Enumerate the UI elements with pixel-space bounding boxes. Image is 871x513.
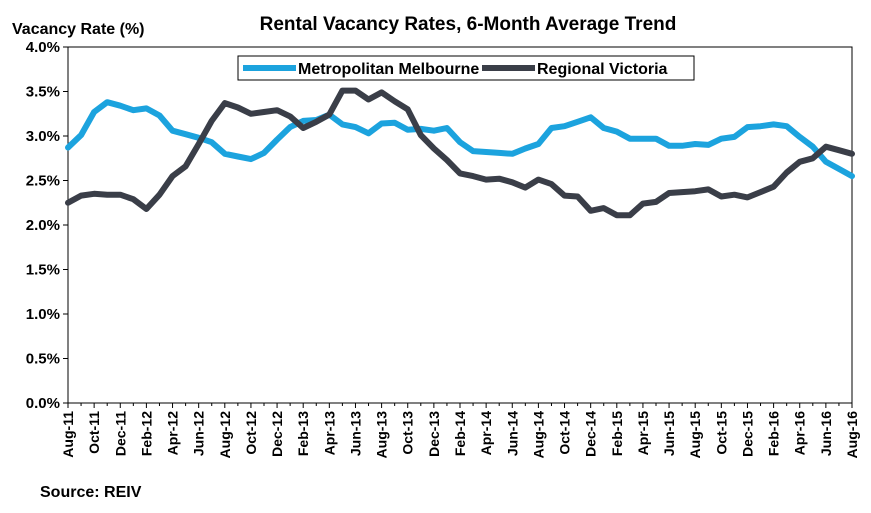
- x-tick-label: Dec-14: [583, 411, 599, 457]
- x-tick-label: Aug-11: [60, 411, 76, 458]
- x-tick-label: Oct-13: [400, 411, 416, 455]
- y-tick-label: 3.0%: [26, 128, 60, 145]
- y-tick-label: 1.0%: [26, 306, 60, 323]
- x-tick-label: Aug-12: [217, 411, 233, 459]
- x-tick-label: Apr-14: [478, 411, 494, 456]
- x-tick-label: Apr-12: [165, 411, 181, 456]
- chart-title: Rental Vacancy Rates, 6-Month Average Tr…: [260, 14, 677, 35]
- x-tick-label: Aug-14: [530, 411, 546, 459]
- plot-area-border: [67, 46, 853, 404]
- x-tick-label: Dec-11: [112, 411, 128, 456]
- x-tick-label: Feb-14: [452, 411, 468, 456]
- x-tick-label: Dec-12: [269, 411, 285, 457]
- x-tick-label: Oct-12: [243, 411, 259, 455]
- x-tick-label: Jun-14: [504, 411, 520, 456]
- legend-box: [237, 55, 695, 81]
- x-tick-label: Feb-12: [138, 411, 154, 456]
- x-tick-label: Dec-13: [426, 411, 442, 457]
- x-tick-label: Apr-15: [635, 411, 651, 456]
- x-tick-label: Feb-16: [766, 411, 782, 456]
- x-tick-label: Jun-13: [347, 411, 363, 456]
- legend: Metropolitan Melbourne Regional Victoria: [237, 55, 695, 81]
- x-tick-label: Aug-13: [374, 411, 390, 459]
- y-tick-label: 3.5%: [26, 84, 60, 101]
- x-tick-label: Feb-15: [609, 411, 625, 456]
- y-tick-label: 2.0%: [26, 217, 60, 234]
- x-tick-label: Jun-12: [191, 411, 207, 456]
- x-tick-label: Apr-13: [321, 411, 337, 456]
- series-line-metropolitan-melbourne: [65, 99, 855, 180]
- y-tick-label: 4.0%: [26, 39, 60, 56]
- legend-label-metropolitan-melbourne: Metropolitan Melbourne: [298, 61, 479, 78]
- legend-label-regional-victoria: Regional Victoria: [537, 61, 668, 78]
- x-tick-label: Jun-15: [661, 411, 677, 456]
- x-tick-label: Oct-14: [557, 411, 573, 455]
- x-tick-label: Dec-15: [739, 411, 755, 457]
- y-axis-label: Vacancy Rate (%): [12, 21, 145, 38]
- x-tick-label: Oct-11: [86, 411, 102, 454]
- y-tick-label: 0.5%: [26, 351, 60, 368]
- x-tick-label: Apr-16: [792, 411, 808, 456]
- x-tick-label: Oct-15: [713, 411, 729, 455]
- series-line-regional-victoria: [65, 87, 855, 219]
- x-tick-label: Jun-16: [818, 411, 834, 456]
- y-tick-label: 2.5%: [26, 173, 60, 190]
- x-tick-label: Aug-15: [687, 411, 703, 459]
- y-tick-label: 0.0%: [26, 395, 60, 412]
- y-tick-label: 1.5%: [26, 262, 60, 279]
- source-note: Source: REIV: [40, 484, 142, 501]
- x-axis: Aug-11 Oct-11 Dec-11 Feb-12 Apr-12 Jun-12 Aug-…: [60, 403, 860, 458]
- x-tick-label: Aug-16: [844, 411, 860, 459]
- y-axis: 0.0% 0.5% 1.0% 1.5% 2.0% 2.5% 3.0% 3.5% 4.0%: [26, 39, 68, 412]
- x-tick-label: Feb-13: [295, 411, 311, 456]
- series-lines: [65, 87, 855, 219]
